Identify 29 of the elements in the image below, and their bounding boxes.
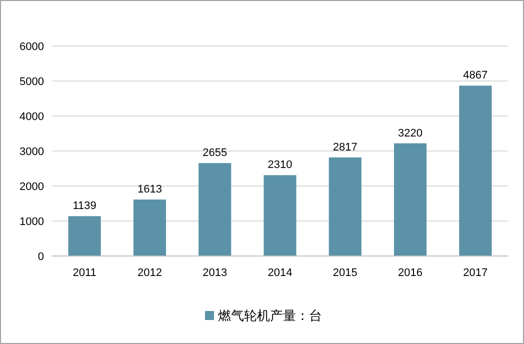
data-label: 2310 bbox=[268, 159, 292, 172]
data-label: 2817 bbox=[332, 141, 358, 154]
x-tick-label: 2013 bbox=[202, 267, 228, 279]
bar bbox=[264, 175, 296, 256]
x-tick-label: 2012 bbox=[137, 267, 162, 279]
x-tick-label: 2014 bbox=[268, 267, 292, 279]
bar bbox=[328, 157, 362, 256]
data-label: 2655 bbox=[202, 147, 228, 160]
y-tick-label: 0 bbox=[38, 251, 44, 263]
x-tick-label: 2017 bbox=[463, 267, 488, 279]
y-tick-label: 1000 bbox=[20, 216, 44, 228]
y-tick-label: 5000 bbox=[20, 76, 44, 88]
data-label: 1613 bbox=[137, 184, 162, 196]
bar bbox=[68, 216, 101, 256]
x-tick-label: 2011 bbox=[72, 267, 96, 279]
bar bbox=[198, 163, 232, 256]
y-tick-label: 2000 bbox=[20, 181, 44, 193]
y-tick-label: 6000 bbox=[20, 41, 44, 53]
bar bbox=[459, 86, 492, 256]
x-tick-label: 2015 bbox=[332, 267, 358, 279]
bar bbox=[394, 143, 427, 256]
x-tick-label: 2016 bbox=[398, 267, 423, 279]
y-tick-label: 3000 bbox=[20, 146, 44, 158]
data-label: 1139 bbox=[72, 200, 96, 212]
data-label: 4867 bbox=[463, 70, 488, 82]
bar bbox=[133, 200, 166, 256]
legend-label: 燃气轮机产量：台 bbox=[218, 308, 322, 323]
data-label: 3220 bbox=[398, 127, 423, 140]
y-tick-label: 4000 bbox=[20, 111, 44, 123]
